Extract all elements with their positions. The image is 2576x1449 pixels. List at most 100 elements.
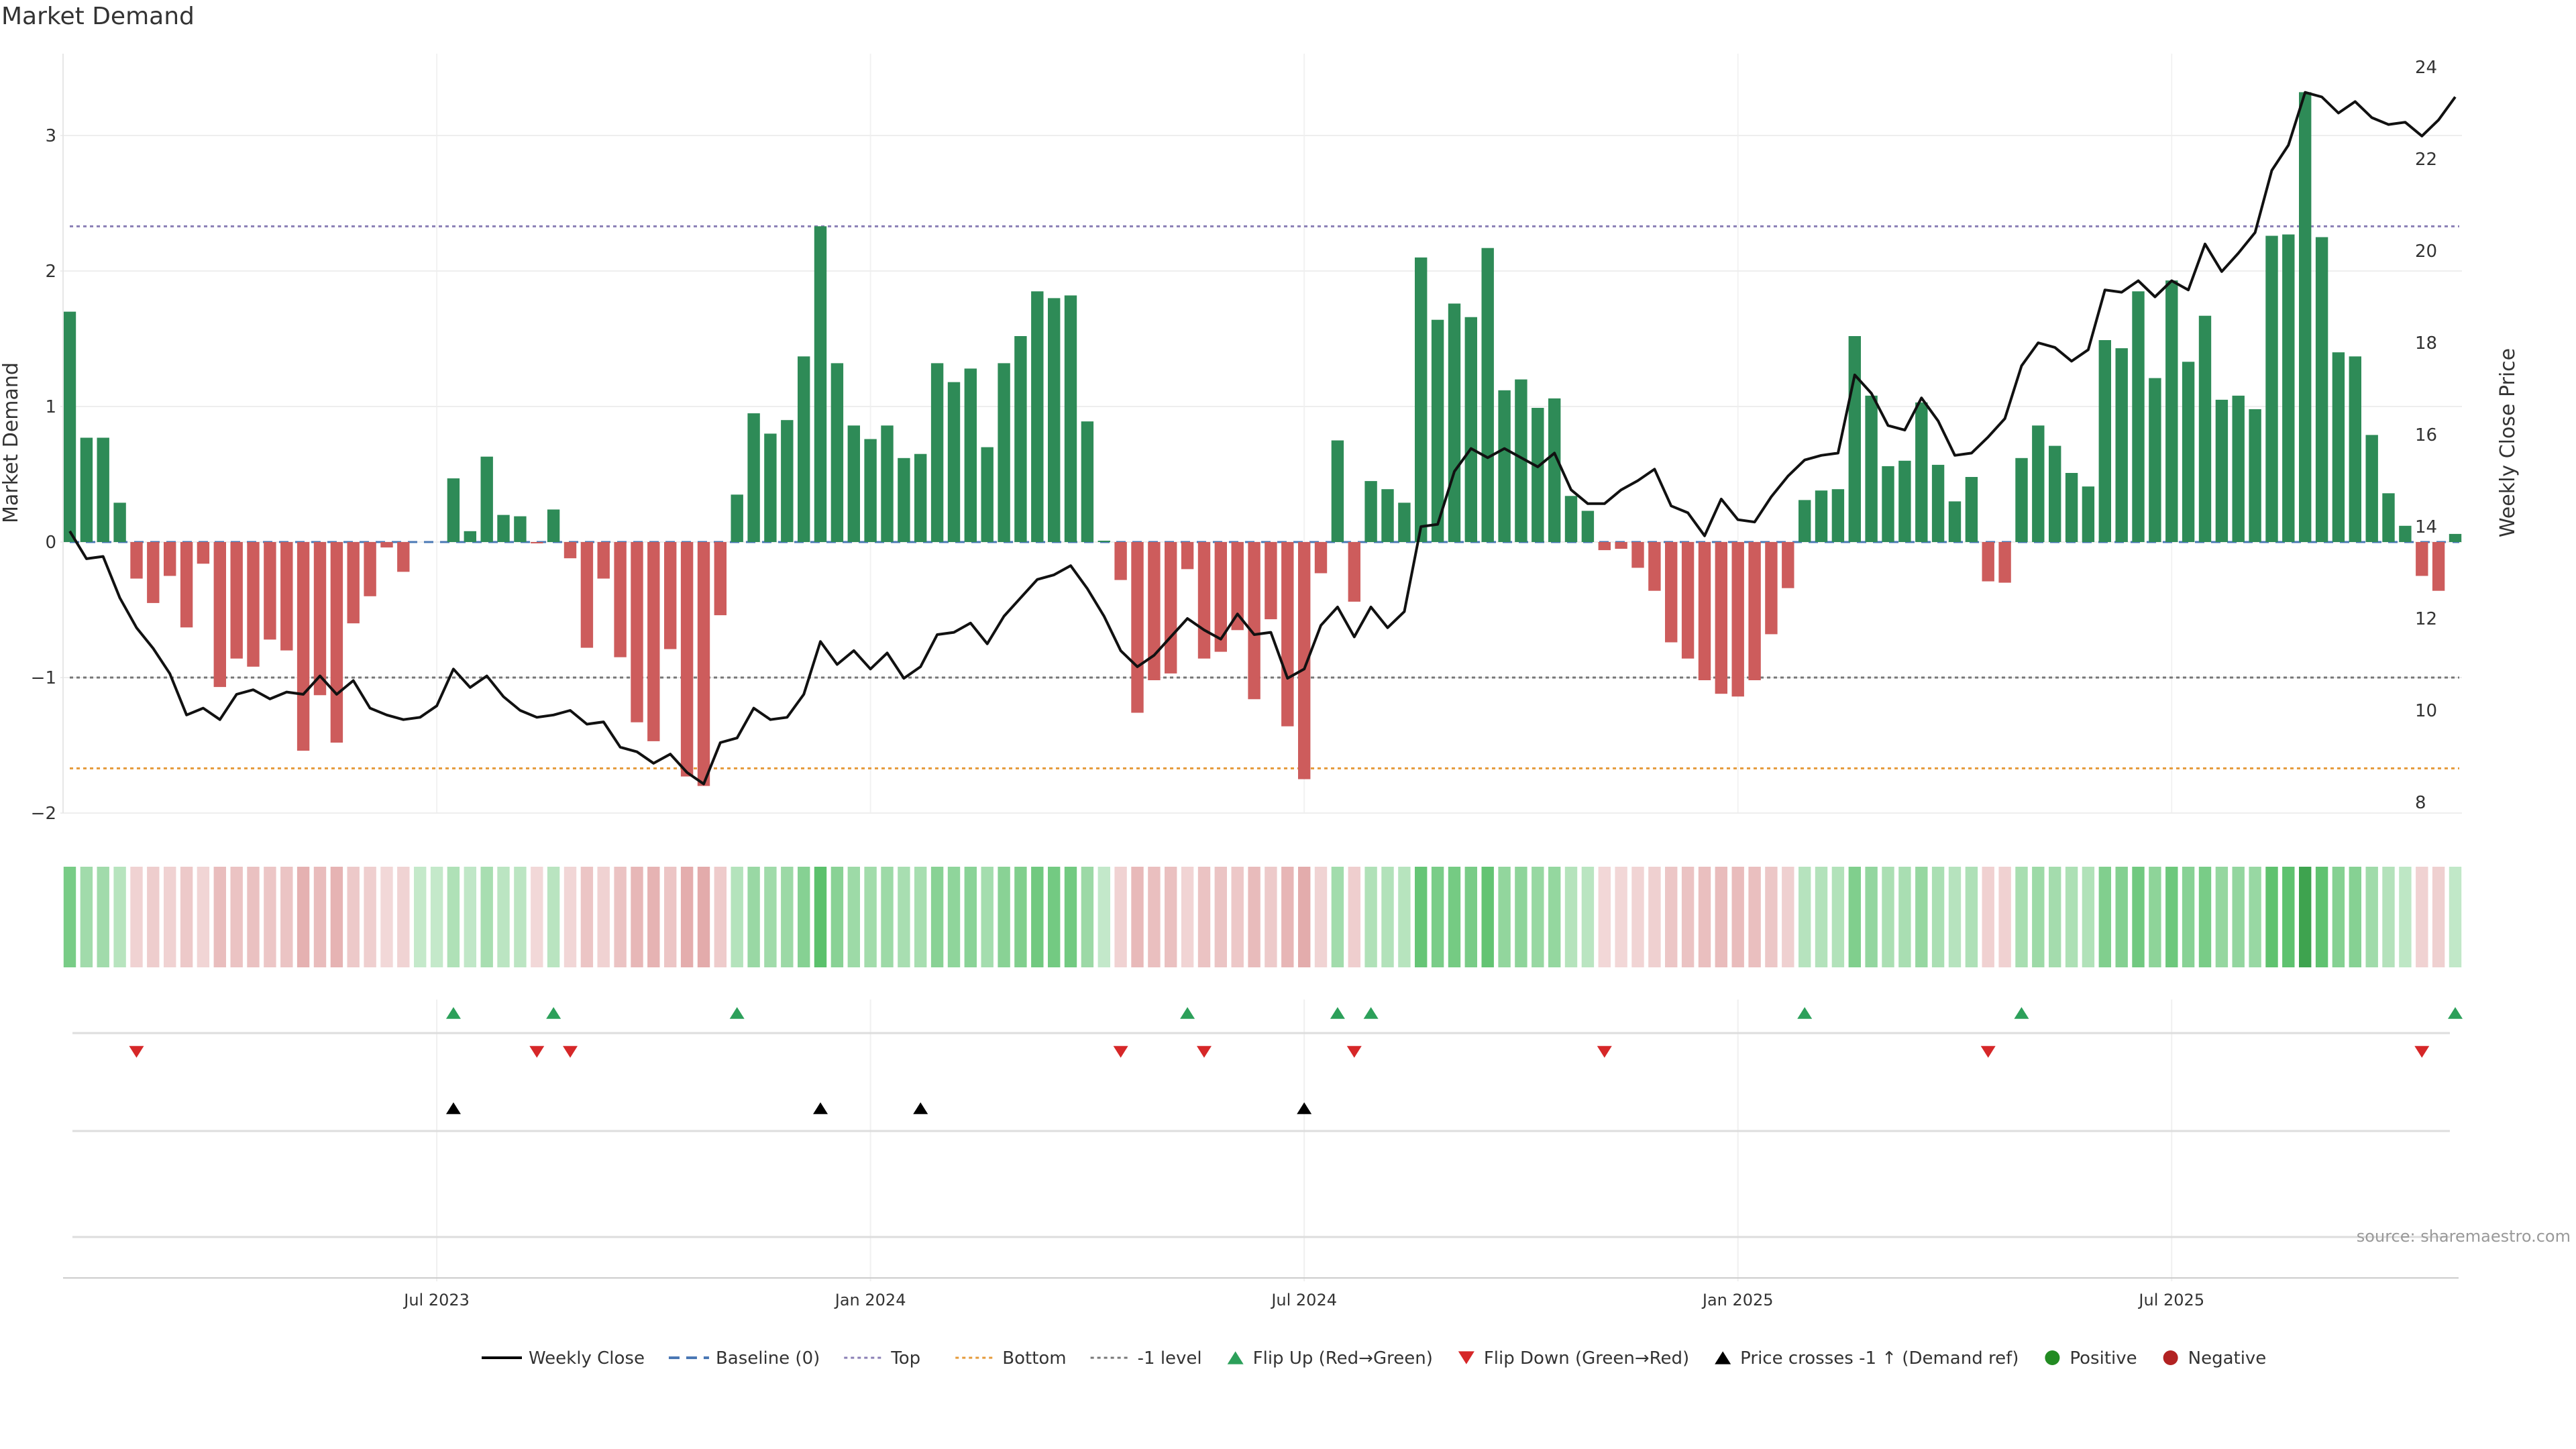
demand-bar [1248, 542, 1260, 700]
heat-cell [1298, 867, 1311, 967]
heat-cell [113, 867, 126, 967]
demand-bar [1998, 542, 2011, 583]
heat-cell [964, 867, 977, 967]
demand-bar [731, 494, 743, 542]
heat-cell [1281, 867, 1294, 967]
demand-bar [714, 542, 727, 616]
heat-cell [814, 867, 827, 967]
demand-bar [2215, 399, 2229, 542]
demand-bar [914, 453, 927, 542]
demand-bar [2265, 235, 2278, 542]
y-right-tick-label: 18 [2415, 333, 2437, 354]
demand-bar [847, 425, 860, 542]
heat-cell [447, 867, 460, 967]
demand-bar [197, 542, 210, 564]
demand-bar [864, 439, 877, 542]
legend-item: Bottom [955, 1348, 1067, 1368]
heat-cell [564, 867, 577, 967]
demand-bar [1398, 502, 1411, 542]
legend-triangle-up-swatch [1715, 1351, 1731, 1364]
demand-bar [1348, 542, 1360, 602]
demand-bar [781, 420, 794, 542]
demand-bar [313, 542, 327, 696]
demand-bar [1314, 542, 1328, 574]
demand-bar [1882, 466, 1894, 542]
demand-bar [1481, 248, 1494, 542]
demand-bar [2082, 486, 2095, 542]
demand-bar [347, 542, 360, 624]
heat-cell [1364, 867, 1377, 967]
demand-bar [2015, 458, 2028, 542]
heat-cell [464, 867, 476, 967]
heat-cell [1748, 867, 1761, 967]
heat-cell [364, 867, 376, 967]
grid-lines [60, 54, 2462, 1281]
heat-cell [2215, 867, 2229, 967]
heat-cell [847, 867, 860, 967]
flip-down-marker [1196, 1046, 1212, 1058]
heat-cell [531, 867, 543, 967]
demand-bar [2399, 525, 2412, 542]
demand-bar [247, 542, 260, 667]
legend-item: Flip Up (Red→Green) [1227, 1348, 1433, 1368]
heat-cell [2115, 867, 2128, 967]
demand-bar [580, 542, 594, 648]
demand-bar [180, 542, 193, 628]
heat-cell [1998, 867, 2011, 967]
demand-bar [881, 425, 894, 542]
demand-bar [380, 542, 393, 548]
heat-cell [197, 867, 210, 967]
heat-cell [631, 867, 643, 967]
demand-bar [1865, 395, 1878, 542]
heat-cell [1048, 867, 1061, 967]
heat-cell [2165, 867, 2178, 967]
heat-cell [2049, 867, 2061, 967]
legend-item: Flip Down (Green→Red) [1458, 1348, 1689, 1368]
heat-cell [1231, 867, 1244, 967]
heat-cell [864, 867, 877, 967]
heat-cell [1698, 867, 1711, 967]
demand-bar [1848, 336, 1861, 542]
demand-bar [1948, 501, 1962, 542]
heat-cell [1314, 867, 1328, 967]
demand-bar [1598, 542, 1611, 551]
legend-item: Negative [2163, 1348, 2266, 1368]
source-label: source: sharemaestro.com [2357, 1227, 2571, 1246]
heat-cell [1848, 867, 1861, 967]
demand-bar [2149, 378, 2161, 542]
price-cross-marker [813, 1102, 828, 1114]
y-left-tick-label: −2 [31, 804, 56, 824]
legend-label: Baseline (0) [716, 1348, 820, 1368]
demand-bar [1031, 291, 1044, 542]
y-right-tick-label: 12 [2415, 609, 2437, 629]
demand-bar [1214, 542, 1227, 652]
demand-bar [1381, 489, 1394, 542]
heat-cell [2032, 867, 2045, 967]
demand-bar [1298, 542, 1311, 780]
demand-bar [1148, 542, 1161, 680]
heat-cell [914, 867, 927, 967]
demand-bar [664, 542, 677, 649]
demand-heat-strip [63, 867, 2462, 967]
demand-bar [1731, 542, 1744, 697]
heat-cell [881, 867, 894, 967]
legend-label: -1 level [1138, 1348, 1202, 1368]
price-line [68, 91, 2457, 786]
heat-cell [247, 867, 260, 967]
price-cross-marker [913, 1102, 928, 1114]
demand-bar [514, 516, 527, 542]
x-tick-label: Jan 2024 [834, 1291, 906, 1309]
demand-bar [981, 447, 994, 542]
demand-bar [1915, 402, 1928, 542]
heat-cell [1431, 867, 1444, 967]
flip-up-marker [1797, 1007, 1813, 1019]
demand-bar [964, 368, 977, 542]
y-left-tick-label: 3 [45, 126, 56, 146]
demand-bar [1064, 295, 1077, 542]
y-right-tick-label: 8 [2415, 793, 2426, 813]
legend-item: Price crosses -1 ↑ (Demand ref) [1715, 1348, 2019, 1368]
flip-up-marker [1180, 1007, 1195, 1019]
demand-bar [1097, 541, 1110, 542]
